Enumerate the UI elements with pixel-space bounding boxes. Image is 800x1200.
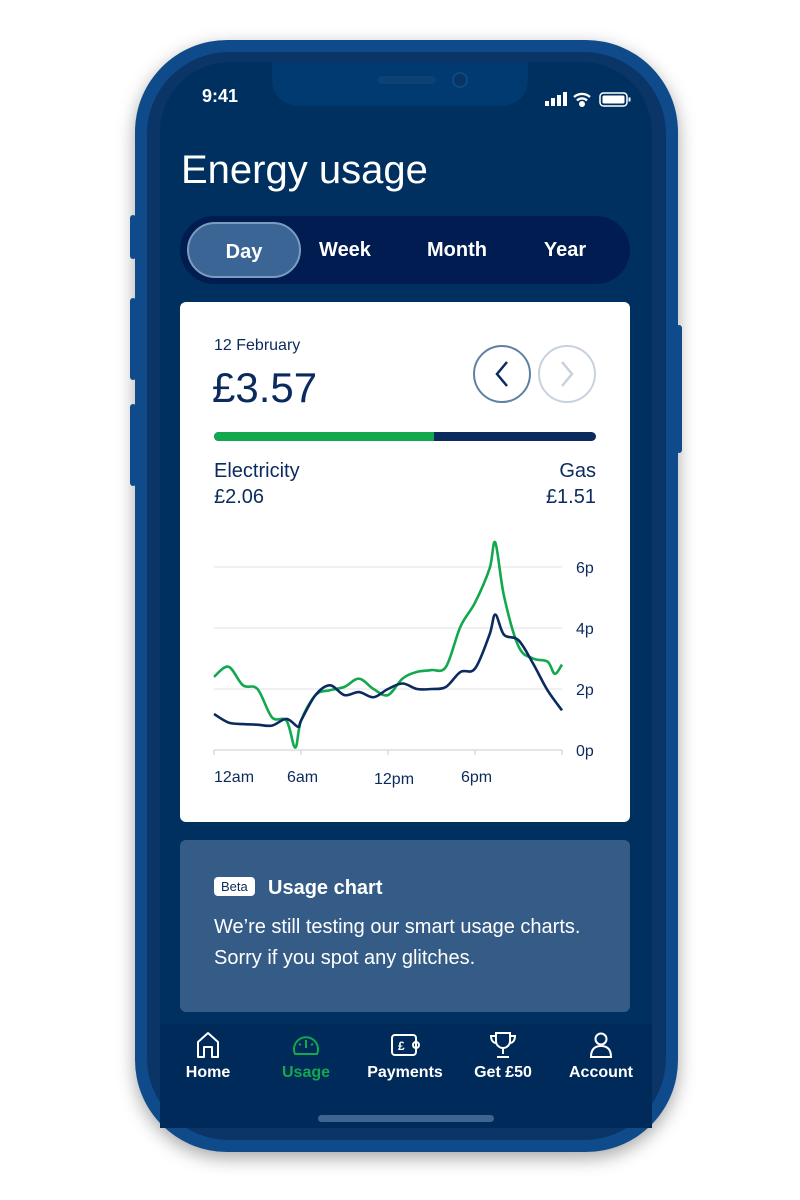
total-cost: £3.57 [212, 364, 318, 411]
nav-referral[interactable]: Get £50 [458, 1030, 548, 1082]
electricity-share-fill [214, 432, 435, 441]
tab-week[interactable]: Week [319, 239, 371, 261]
wifi-icon [573, 92, 591, 107]
nav-label: Get £50 [474, 1064, 532, 1081]
trophy-icon [489, 1032, 517, 1058]
tab-month[interactable]: Month [427, 239, 487, 261]
status-time: 9:41 [202, 86, 239, 106]
nav-label: Home [185, 1064, 231, 1081]
volume-up-button [130, 298, 136, 380]
electricity-value: £2.06 [214, 486, 265, 508]
x-tick-label: 6pm [461, 769, 492, 786]
camera [452, 72, 468, 88]
nav-account[interactable]: Account [556, 1030, 646, 1082]
gas-value: £1.51 [545, 486, 596, 508]
chevron-left-icon [495, 361, 508, 387]
status-icons [545, 92, 631, 107]
battery-icon [599, 92, 631, 107]
beta-title: Usage chart [268, 877, 383, 899]
x-tick-label: 12am [214, 769, 254, 786]
beta-text: We’re still testing our smart usage char… [214, 916, 581, 969]
nav-label: Payments [367, 1064, 443, 1081]
mute-switch [130, 215, 136, 259]
cost-split-bar [214, 432, 596, 441]
electricity-label: Electricity [214, 460, 300, 482]
speaker [378, 76, 436, 84]
x-tick-label: 6am [287, 769, 318, 786]
usage-card: 12 February £3.57 Electricity £2.06 Gas … [180, 302, 630, 822]
nav-home[interactable]: Home [163, 1030, 253, 1082]
nav-label: Usage [281, 1064, 331, 1081]
nav-payments[interactable]: £ Payments [360, 1030, 450, 1082]
beta-badge: Beta [214, 877, 255, 896]
nav-usage[interactable]: Usage [261, 1030, 351, 1082]
notch [272, 62, 528, 106]
nav-label: Account [569, 1064, 633, 1081]
person-icon [589, 1032, 613, 1058]
wallet-icon: £ [391, 1034, 420, 1056]
x-tick-label: 12pm [374, 771, 414, 788]
bottom-nav [160, 1024, 652, 1128]
next-day-button[interactable] [538, 345, 596, 403]
gas-label: Gas [559, 460, 596, 482]
svg-text:£: £ [398, 1039, 405, 1053]
gauge-icon [293, 1036, 319, 1055]
page-title: Energy usage [181, 148, 428, 192]
power-button [676, 325, 682, 453]
date-label: 12 February [214, 337, 301, 354]
signal-icon [545, 92, 567, 106]
y-tick-label: 2p [576, 682, 594, 699]
electricity-series-line [213, 540, 564, 749]
tab-day[interactable]: Day [187, 222, 301, 278]
period-selector: Day Week Month Year [180, 216, 630, 284]
home-indicator[interactable] [318, 1115, 494, 1122]
y-tick-label: 4p [576, 621, 594, 638]
y-tick-label: 0p [576, 743, 594, 760]
gas-series-line [213, 613, 564, 729]
beta-notice: Beta Usage chart We’re still testing our… [180, 840, 630, 1012]
usage-chart: 0p 2p 4p 6p 12am 6am 12pm 6pm [213, 540, 594, 788]
volume-down-button [130, 404, 136, 486]
tab-year[interactable]: Year [543, 239, 587, 261]
y-tick-label: 6p [576, 560, 594, 577]
previous-day-button[interactable] [473, 345, 531, 403]
chevron-right-icon [561, 361, 574, 387]
home-icon [197, 1032, 219, 1058]
